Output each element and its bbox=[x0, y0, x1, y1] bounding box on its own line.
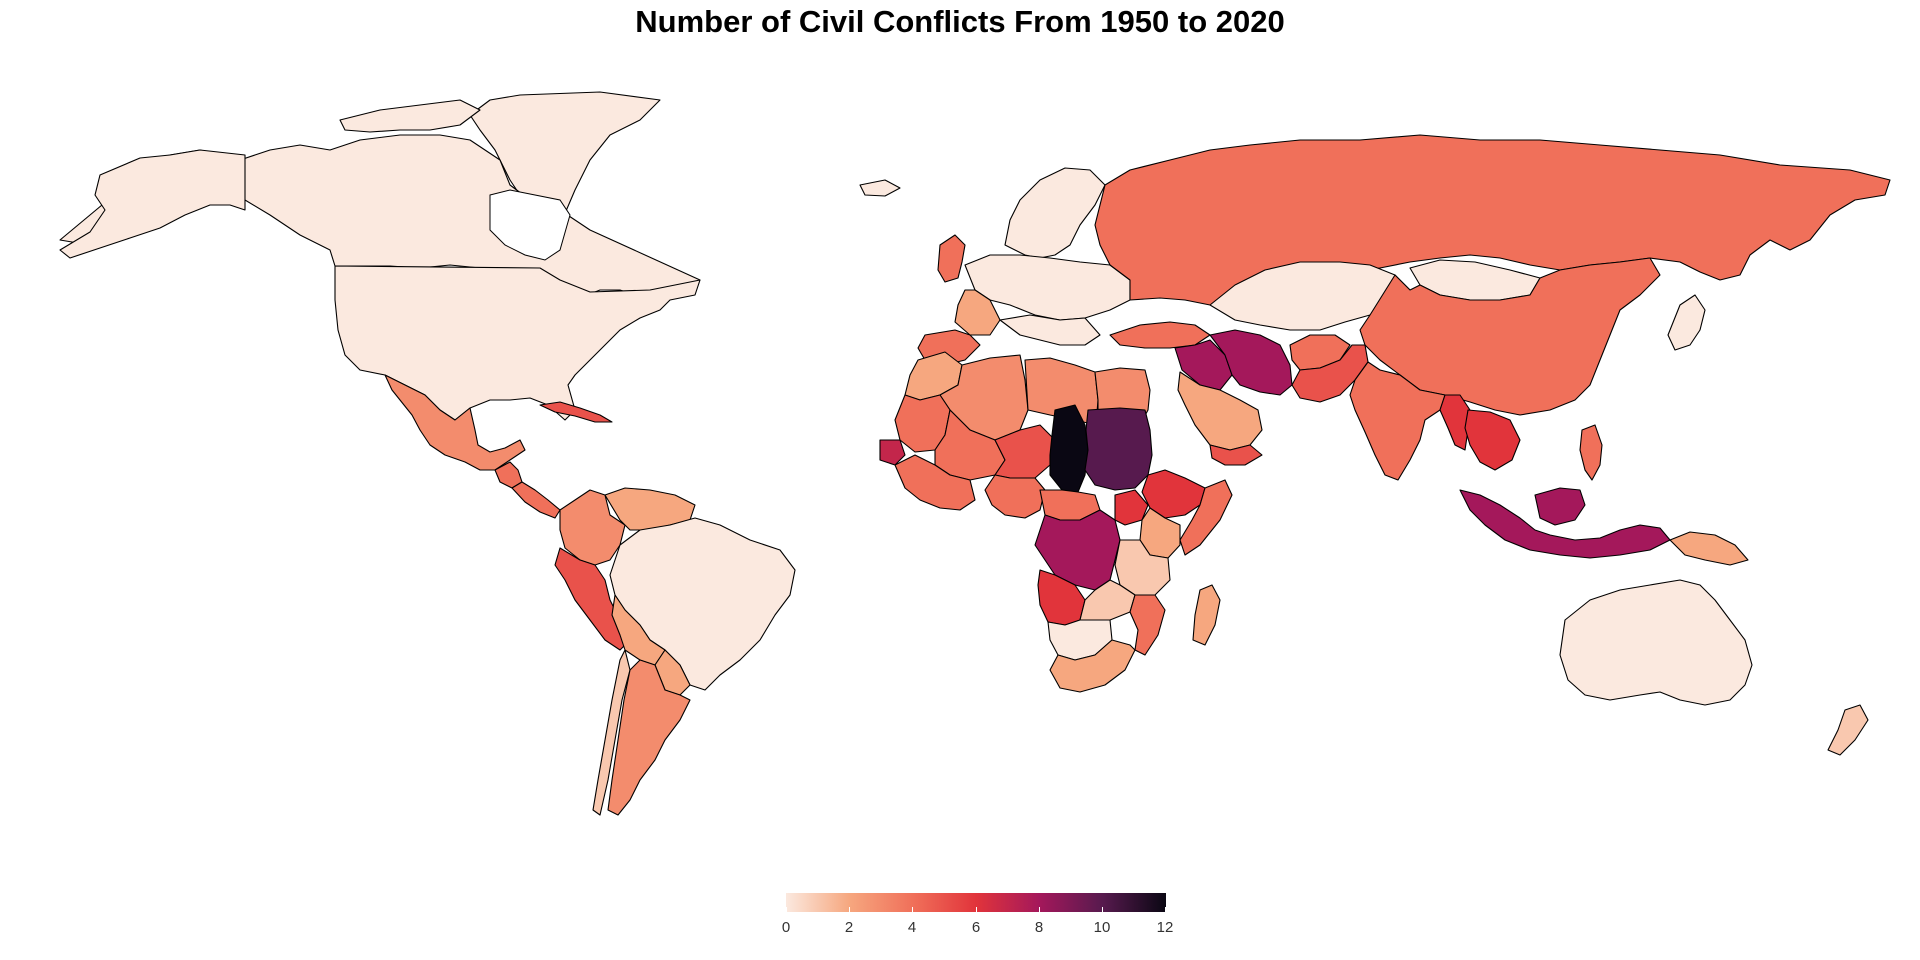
country-tanzania bbox=[1114, 539, 1171, 596]
country-europe-other bbox=[964, 254, 1131, 321]
country-australia bbox=[1559, 579, 1753, 706]
country-mozambique bbox=[1129, 594, 1166, 656]
country-italy-balkans bbox=[999, 314, 1101, 346]
legend-tick-label: 0 bbox=[781, 919, 791, 936]
legend-tick-mark bbox=[849, 907, 850, 912]
country-india bbox=[1349, 361, 1446, 481]
country-madagascar bbox=[1192, 584, 1221, 646]
legend-tick-mark bbox=[1165, 907, 1166, 912]
country-iceland bbox=[859, 179, 901, 197]
country-france bbox=[954, 289, 1001, 336]
country-somalia bbox=[1179, 479, 1233, 556]
country-cuba bbox=[539, 401, 613, 423]
country-niger bbox=[994, 424, 1056, 479]
country-canada-islands bbox=[339, 99, 481, 133]
country-yemen bbox=[1209, 444, 1263, 466]
country-philippines bbox=[1579, 424, 1603, 481]
legend-tick-mark bbox=[1102, 907, 1103, 912]
country-chile bbox=[592, 649, 631, 816]
country-scandinavia bbox=[1004, 167, 1106, 259]
country-united-kingdom bbox=[937, 234, 966, 283]
country-ethiopia bbox=[1141, 469, 1206, 519]
map-title: Number of Civil Conflicts From 1950 to 2… bbox=[635, 4, 1285, 39]
country-senegal bbox=[879, 439, 906, 466]
country-democratic-republic-of-the-congo bbox=[1034, 509, 1121, 591]
country-new-zealand bbox=[1827, 704, 1869, 756]
country-nigeria bbox=[984, 474, 1046, 519]
legend-tick-mark bbox=[912, 907, 913, 912]
country-iran bbox=[1209, 329, 1293, 396]
country-indonesia bbox=[1459, 489, 1671, 559]
color-scale-bar bbox=[786, 893, 1166, 912]
country-myanmar bbox=[1439, 394, 1471, 451]
legend-tick-mark bbox=[1039, 907, 1040, 912]
legend-tick-mark bbox=[976, 907, 977, 912]
color-legend: 0 2 4 6 8 10 12 bbox=[782, 893, 1173, 953]
country-indonesia-borneo bbox=[1534, 487, 1586, 526]
country-south-africa bbox=[1049, 639, 1136, 693]
country-sudan bbox=[1084, 407, 1153, 491]
country-united-states-alaska bbox=[59, 149, 246, 259]
country-japan bbox=[1667, 294, 1706, 351]
country-west-africa bbox=[894, 454, 976, 511]
country-papua-new-guinea bbox=[1669, 531, 1749, 566]
legend-tick-label: 10 bbox=[1093, 919, 1111, 936]
country-thailand bbox=[1464, 409, 1521, 471]
country-central-america bbox=[511, 481, 561, 519]
country-mexico bbox=[384, 374, 526, 471]
legend-tick-label: 6 bbox=[971, 919, 981, 936]
country-argentina bbox=[607, 659, 691, 816]
legend-tick-label: 8 bbox=[1034, 919, 1044, 936]
legend-tick-label: 4 bbox=[907, 919, 917, 936]
country-turkey bbox=[1109, 321, 1211, 349]
legend-tick-label: 12 bbox=[1156, 919, 1174, 936]
legend-tick-mark bbox=[786, 907, 787, 912]
legend-tick-label: 2 bbox=[844, 919, 854, 936]
